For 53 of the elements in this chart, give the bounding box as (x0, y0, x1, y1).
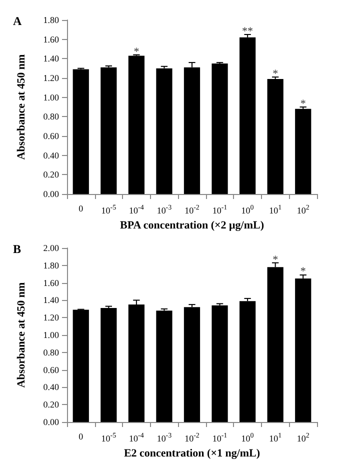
y-tick-label: 0.00 (43, 189, 60, 199)
bar (240, 301, 256, 422)
y-tick-label: 1.00 (43, 330, 60, 340)
y-tick-label: 1.40 (43, 295, 60, 306)
y-tick-label: 0.20 (43, 170, 60, 180)
bar (128, 56, 144, 194)
bar (295, 108, 312, 194)
bar (100, 67, 117, 194)
bar (184, 307, 200, 422)
bar (100, 308, 117, 422)
y-tick-label: 1.00 (43, 92, 60, 102)
chart-title: B (13, 242, 22, 256)
bar (128, 304, 144, 422)
y-tick-label: 0.60 (43, 364, 60, 375)
bar (184, 67, 200, 194)
y-tick-label: 1.20 (43, 73, 60, 83)
y-tick-label: 1.80 (43, 15, 60, 25)
bar (212, 64, 228, 194)
y-tick-label: 0.60 (43, 131, 60, 141)
annotation: ** (242, 26, 254, 38)
x-tick-label: 0 (78, 432, 84, 442)
annotation: * (272, 68, 278, 80)
y-tick-label: 0.40 (43, 150, 60, 160)
bar (240, 37, 256, 194)
annotation: * (300, 265, 306, 278)
bar (295, 278, 312, 422)
y-tick-label: 2.00 (43, 243, 60, 253)
bar (156, 310, 172, 422)
y-tick-label: 0.80 (43, 112, 60, 122)
y-axis-title: Absorbance at 450 nm (16, 54, 28, 160)
bar (72, 310, 89, 422)
bar (267, 78, 284, 194)
y-tick-label: 1.40 (43, 54, 60, 64)
chart-title: A (13, 14, 22, 28)
y-tick-label: 1.60 (43, 34, 60, 44)
bar (156, 68, 172, 194)
y-tick-label: 0.00 (43, 417, 60, 427)
y-tick-label: 1.20 (43, 312, 60, 323)
annotation: * (134, 46, 140, 58)
bar (72, 69, 89, 194)
bar (212, 305, 228, 422)
y-tick-label: 0.80 (43, 347, 60, 358)
bar (267, 267, 284, 422)
annotation: * (272, 254, 278, 266)
y-axis-title: Absorbance at 450 nm (16, 282, 28, 388)
y-tick-label: 0.20 (43, 400, 60, 410)
annotation: * (300, 98, 306, 110)
x-axis-title: E2 concentration (×1 ng/mL) (124, 448, 260, 460)
y-tick-label: 0.40 (43, 382, 60, 392)
y-tick-label: 1.60 (43, 278, 60, 288)
x-tick-label: 0 (78, 204, 84, 214)
y-tick-label: 1.80 (43, 260, 60, 270)
x-axis-title: BPA concentration (×2 μg/mL) (120, 220, 264, 232)
